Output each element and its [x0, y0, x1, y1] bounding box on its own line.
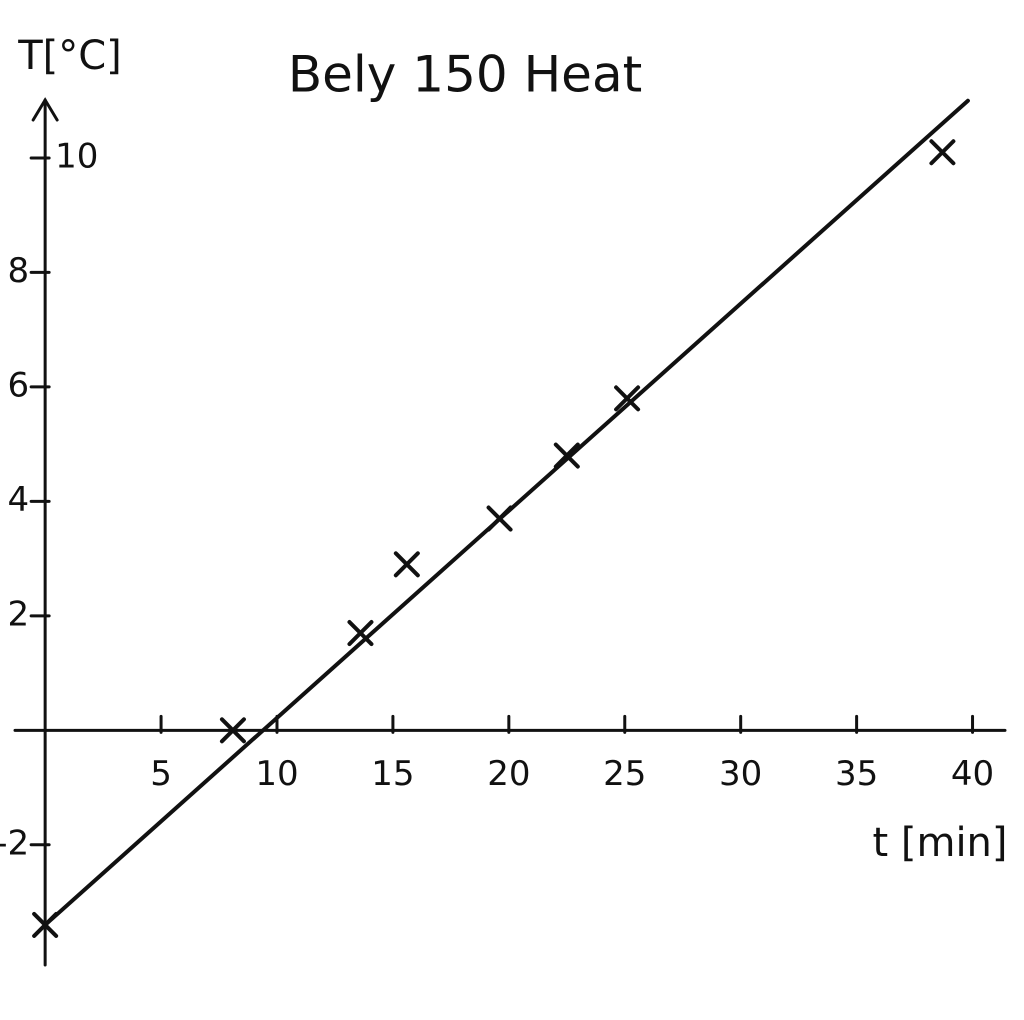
marker-stroke	[219, 717, 246, 744]
x-tick-label: 5	[150, 754, 172, 794]
y-tick-label: 2	[7, 594, 29, 634]
marker-stroke	[393, 551, 420, 578]
data-point	[929, 139, 956, 166]
data-point	[614, 385, 641, 412]
fit-line	[43, 98, 970, 927]
marker-stroke	[347, 620, 374, 647]
x-tick-label: 35	[835, 754, 878, 794]
marker-stroke	[614, 385, 641, 412]
y-tick-label: 6	[7, 365, 29, 405]
x-tick-label: 25	[603, 754, 646, 794]
y-axis-label: T[°C]	[17, 33, 122, 79]
data-point	[393, 551, 420, 578]
x-tick-label: 10	[255, 754, 298, 794]
y-tick-label: -2	[0, 823, 29, 863]
x-tick-label: 30	[719, 754, 762, 794]
data-point	[347, 620, 374, 647]
y-tick-label: 8	[7, 251, 29, 291]
x-axis-label: t [min]	[872, 820, 1007, 866]
x-tick-label: 40	[951, 754, 994, 794]
y-tick-label: 10	[55, 136, 98, 176]
x-tick-label: 15	[371, 754, 414, 794]
y-axis-arrow	[31, 97, 59, 122]
y-tick-label: 4	[7, 480, 29, 520]
marker-stroke	[929, 139, 956, 166]
chart-title: Bely 150 Heat	[288, 46, 642, 104]
x-tick-label: 20	[487, 754, 530, 794]
data-point	[219, 717, 246, 744]
